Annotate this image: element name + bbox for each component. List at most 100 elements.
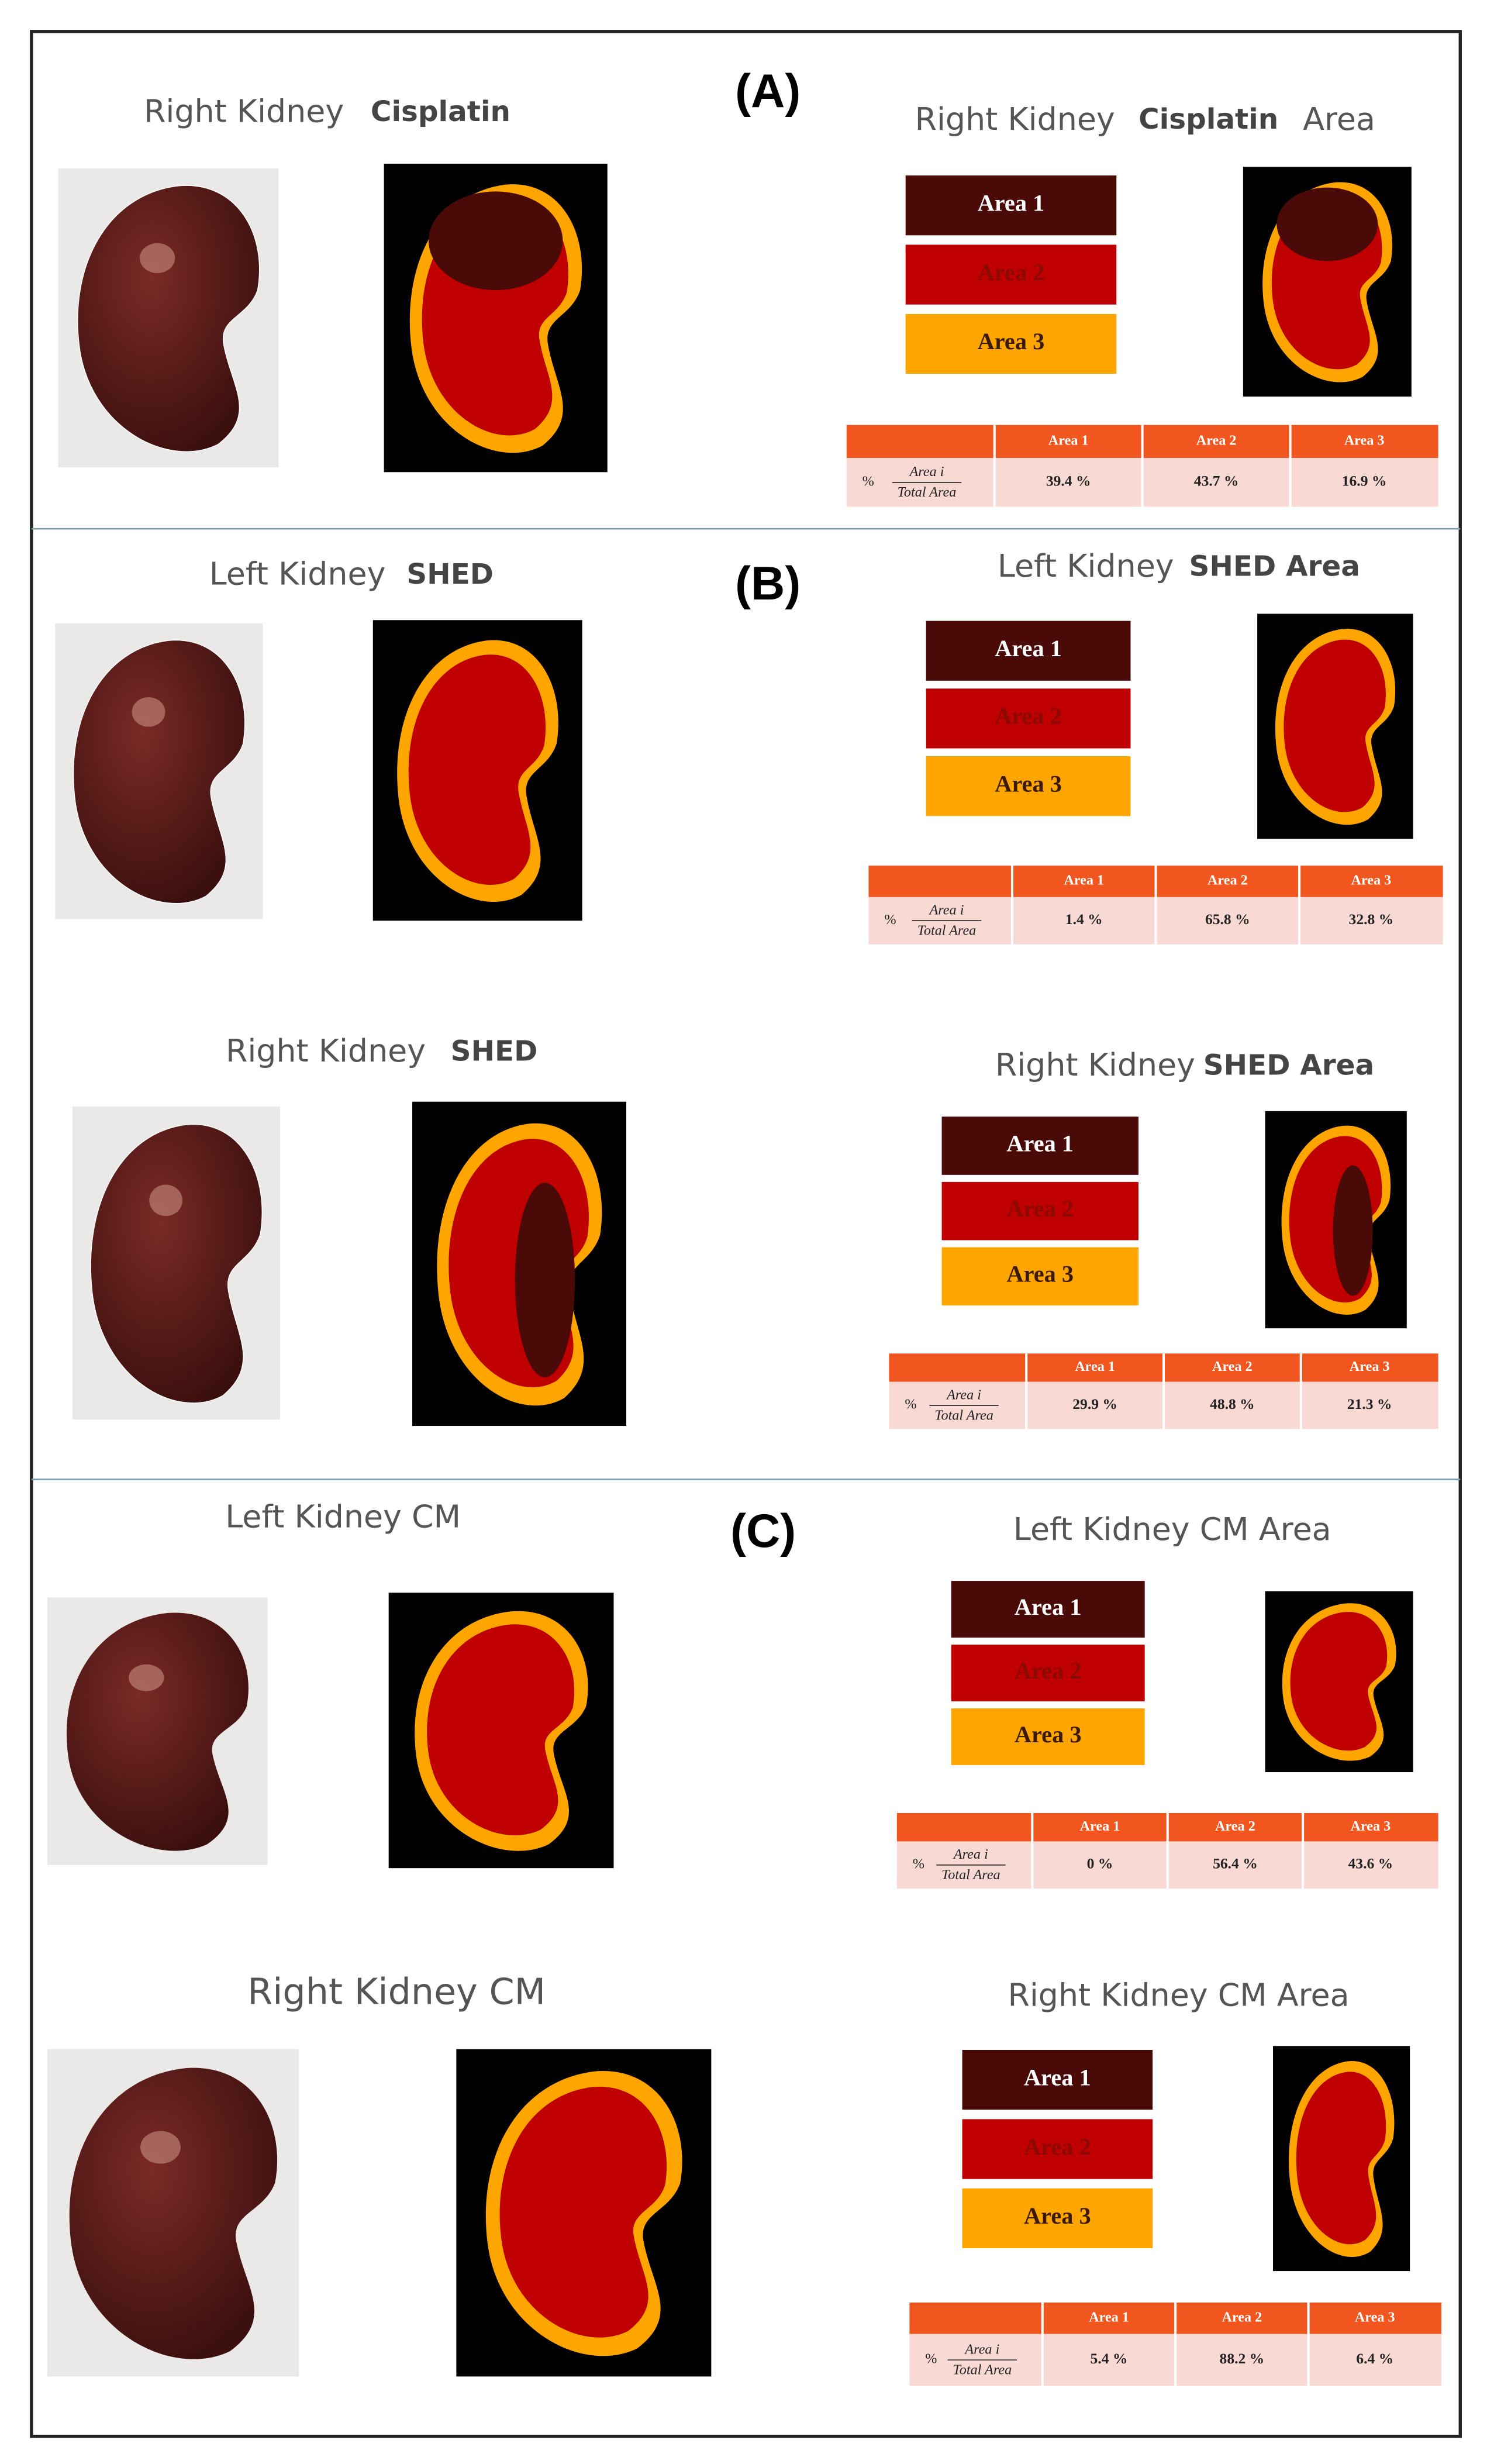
kidney-photo [91,1124,262,1403]
area-title: Right Kidney [995,1046,1195,1083]
table-value: 32.8 % [1349,911,1394,928]
kidney-photo [74,640,245,904]
table-header: Area 1 [1075,1359,1115,1374]
area-title: Right Kidney CM Area [1008,1976,1349,2013]
legend-box [903,174,1118,237]
kidney-highlight [140,2131,181,2164]
segmentation-inner [1284,639,1386,812]
legend-box [924,687,1133,750]
segmentation-inner [1296,2072,1386,2245]
kidney-photo [69,2067,278,2359]
legend-label: Area 1 [1015,1594,1082,1620]
legend-label: Area 3 [978,328,1045,354]
table-value: 0 % [1087,1855,1113,1872]
panel-title: SHED [406,558,494,591]
panel-title: Right Kidney [226,1032,426,1069]
area-title: Area [1303,101,1375,137]
legend-label: Area 1 [1006,1130,1074,1156]
table-header: Area 3 [1350,1359,1390,1374]
panel-title: Right Kidney CM [247,1971,546,2013]
legend-box [940,1245,1140,1307]
table-value: 29.9 % [1072,1395,1117,1412]
legend-box [950,1579,1147,1639]
panel-title: Left Kidney CM [225,1498,461,1535]
table-value: 21.3 % [1347,1395,1392,1412]
table-value: 65.8 % [1205,911,1250,928]
kidney-highlight [139,243,175,273]
legend-label: Area 3 [995,770,1062,797]
row-label-prefix: % [913,1856,924,1872]
area-title: Right Kidney [915,101,1115,137]
table-header: Area 1 [1080,1818,1120,1834]
legend-label: Area 2 [1006,1195,1074,1222]
row-label-denominator: Total Area [917,923,977,939]
kidney-highlight [132,697,165,727]
segmentation-inner [1290,1612,1388,1751]
table-header: Area 1 [1064,873,1104,888]
segmentation-inner [408,654,546,885]
panel-title: Cisplatin [371,95,510,128]
legend-box [960,2117,1154,2181]
legend-box [950,1643,1147,1703]
segmentation-dark-region [1276,187,1378,261]
table-value: 6.4 % [1356,2350,1393,2367]
legend-box [903,312,1118,375]
kidney-highlight [129,1664,164,1691]
row-label-prefix: % [905,1397,916,1412]
table-header: Area 1 [1089,2309,1129,2325]
legend-label: Area 2 [978,259,1045,285]
panel-title: SHED [451,1035,538,1067]
table-value: 48.8 % [1210,1395,1255,1412]
segmentation-dark-region [429,191,563,291]
row-label-prefix: % [862,473,874,489]
table-header: Area 1 [1048,432,1089,448]
legend-box [924,754,1133,818]
table-header: Area 2 [1196,432,1237,448]
row-label-prefix: % [884,912,896,928]
table-header: Area 2 [1215,1818,1255,1834]
segmentation-inner [499,2086,667,2338]
legend-label: Area 3 [1024,2203,1091,2229]
area-title: Left Kidney [998,547,1174,584]
area-title: Left Kidney CM Area [1013,1511,1331,1548]
table-value: 5.4 % [1091,2350,1128,2367]
legend-label: Area 1 [978,189,1045,216]
legend-box [903,243,1118,306]
row-label-numerator: Area i [909,464,944,480]
row-label-numerator: Area i [953,1846,988,1862]
segmentation-dark-region [1333,1165,1373,1296]
legend-box [940,1180,1140,1242]
table-header: Area 3 [1350,1818,1391,1834]
legend-label: Area 2 [1024,2134,1091,2160]
row-label-denominator: Total Area [898,484,957,500]
row-label-numerator: Area i [964,2342,999,2358]
panel-title: Left Kidney [209,556,386,592]
section-label: (A) [735,65,801,118]
row-label-prefix: % [925,2351,937,2367]
legend-box [960,2048,1154,2111]
table-header: Area 3 [1351,873,1391,888]
table-value: 43.6 % [1348,1855,1393,1872]
area-title: SHED Area [1203,1049,1374,1081]
table-value: 88.2 % [1220,2350,1265,2367]
table-header: Area 2 [1222,2309,1262,2325]
kidney-photo [78,185,260,452]
section-label: (C) [730,1505,796,1557]
table-value: 1.4 % [1065,911,1103,928]
table-header: Area 2 [1207,873,1248,888]
area-title: SHED Area [1189,550,1360,583]
legend-box [940,1115,1140,1177]
row-label-numerator: Area i [929,902,964,918]
section-label: (B) [735,557,801,610]
table-header: Area 3 [1355,2309,1395,2325]
row-label-denominator: Total Area [934,1407,993,1423]
kidney-highlight [149,1184,183,1217]
legend-box [924,619,1133,683]
legend-label: Area 1 [1024,2064,1091,2090]
legend-label: Area 3 [1015,1721,1082,1748]
legend-label: Area 2 [1015,1657,1082,1684]
table-header: Area 3 [1344,432,1385,448]
table-value: 39.4 % [1046,473,1091,490]
legend-label: Area 3 [1006,1261,1074,1287]
